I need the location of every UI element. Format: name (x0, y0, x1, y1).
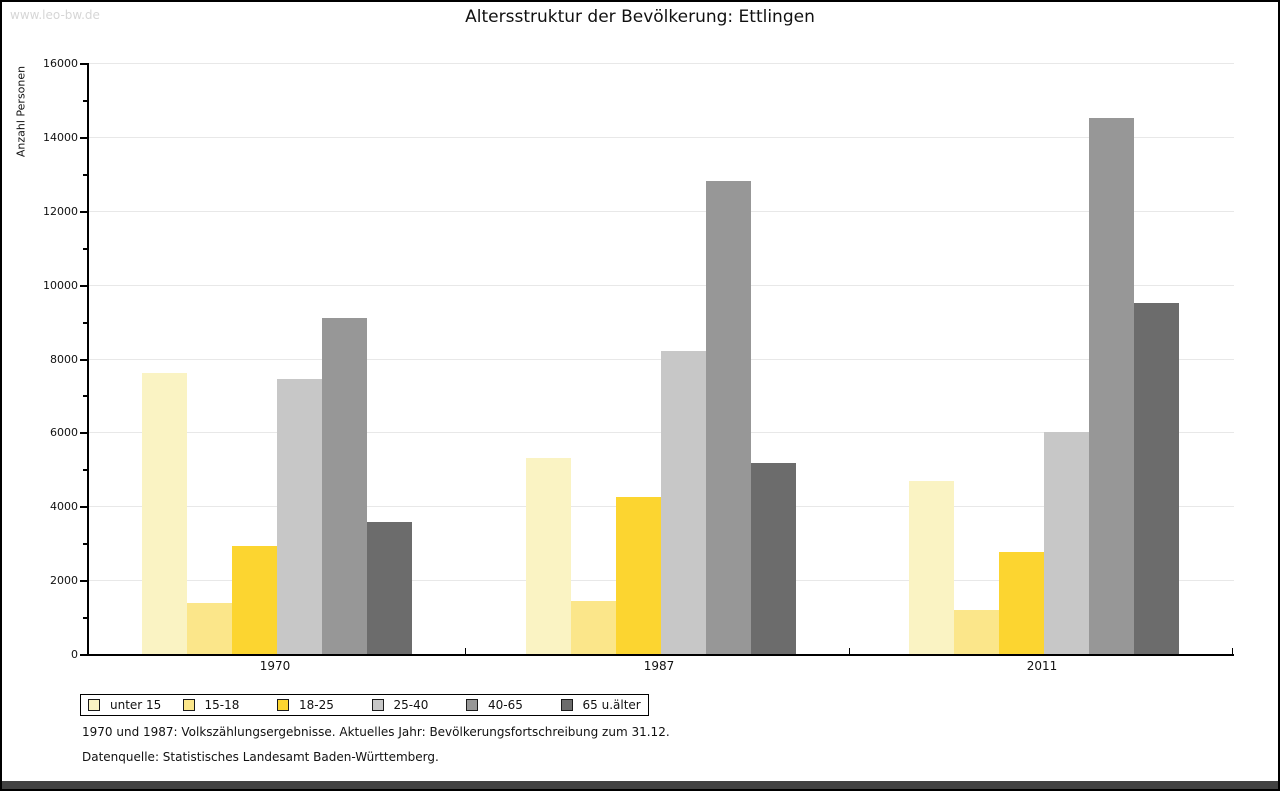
legend-swatch (88, 699, 100, 711)
bar-15-18-1970 (187, 603, 232, 654)
legend-swatch (560, 699, 573, 711)
bar-unter-15-2011 (909, 480, 954, 654)
bar-18-25-1987 (616, 497, 661, 654)
gridline (89, 136, 1234, 138)
bar-25-40-1970 (277, 378, 322, 654)
y-tick-major (80, 358, 87, 361)
y-tick-major (80, 506, 87, 509)
y-tick-minor (83, 321, 87, 324)
y-tick-label: 10000 (43, 278, 78, 292)
plot-area (87, 63, 1234, 656)
legend: unter 15 15-18 18-25 25-40 40-65 65 u.älter (80, 694, 649, 716)
y-tick-major (80, 654, 87, 656)
x-axis-tick (465, 648, 466, 655)
footer-note: 1970 und 1987: Volkszählungsergebnisse. … (82, 725, 670, 739)
legend-item-18-25: 18-25 (270, 698, 365, 712)
legend-swatch (277, 699, 289, 711)
legend-label: 25-40 (393, 698, 429, 712)
y-tick-label: 16000 (43, 57, 78, 70)
legend-item-25-40: 25-40 (365, 698, 460, 712)
y-tick-minor (83, 395, 87, 398)
watermark-text: www.leo-bw.de (10, 8, 100, 22)
legend-label: 18-25 (299, 698, 334, 712)
y-tick-minor (83, 543, 87, 546)
y-tick-minor (83, 469, 87, 472)
y-tick-major (80, 210, 87, 213)
bar-25-40-2011 (1044, 432, 1089, 654)
bar-18-25-2011 (999, 552, 1044, 654)
x-axis-tick (1232, 648, 1233, 655)
legend-item-15-18: 15-18 (176, 698, 271, 712)
chart-title: Altersstruktur der Bevölkerung: Ettlinge… (465, 7, 815, 27)
y-tick-label: 8000 (50, 352, 78, 366)
bar-65-u-lter-2011 (1134, 303, 1179, 654)
legend-label: unter 15 (110, 698, 162, 712)
y-tick-minor (83, 247, 87, 250)
legend-swatch (182, 699, 195, 711)
y-tick-major (80, 432, 87, 435)
y-tick-major (80, 284, 87, 287)
x-tick-label: 2011 (1026, 659, 1058, 673)
bar-15-18-1987 (571, 601, 616, 654)
gridline (89, 284, 1234, 286)
x-tick-label: 1987 (643, 659, 675, 673)
bar-25-40-1987 (661, 351, 706, 654)
gridline (89, 210, 1234, 212)
y-tick-major (80, 63, 87, 65)
legend-item-65-u-lter: 65 u.älter (554, 698, 649, 712)
y-tick-label: 12000 (43, 204, 78, 218)
legend-label: 15-18 (204, 698, 240, 712)
footer-source: Datenquelle: Statistisches Landesamt Bad… (82, 750, 439, 764)
bar-unter-15-1970 (142, 373, 187, 654)
legend-label: 40-65 (488, 698, 523, 712)
y-tick-label: 2000 (50, 574, 78, 588)
y-tick-label: 4000 (50, 500, 78, 514)
y-axis-label: Anzahl Personen (14, 65, 28, 158)
y-tick-major (80, 580, 87, 583)
x-axis-tick (849, 648, 850, 655)
bar-65-u-lter-1987 (751, 462, 796, 654)
y-tick-minor (83, 99, 87, 102)
y-tick-label: 0 (71, 648, 78, 661)
y-tick-minor (83, 617, 87, 620)
bottom-strip (2, 781, 1278, 789)
y-tick-label: 14000 (43, 130, 78, 144)
legend-label: 65 u.älter (582, 698, 641, 712)
legend-item-unter-15: unter 15 (81, 698, 176, 712)
y-tick-minor (83, 173, 87, 176)
legend-swatch (466, 699, 478, 711)
bar-40-65-1987 (706, 181, 751, 654)
bar-40-65-2011 (1089, 118, 1134, 654)
legend-item-40-65: 40-65 (459, 698, 554, 712)
gridline (89, 63, 1234, 64)
x-tick-label: 1970 (259, 659, 291, 673)
bar-unter-15-1987 (526, 458, 571, 654)
bar-15-18-2011 (954, 609, 999, 654)
legend-swatch (371, 699, 384, 711)
bar-40-65-1970 (322, 317, 367, 654)
bar-18-25-1970 (232, 545, 277, 654)
bar-65-u-lter-1970 (367, 521, 412, 654)
y-tick-major (80, 136, 87, 139)
y-tick-label: 6000 (50, 426, 78, 440)
